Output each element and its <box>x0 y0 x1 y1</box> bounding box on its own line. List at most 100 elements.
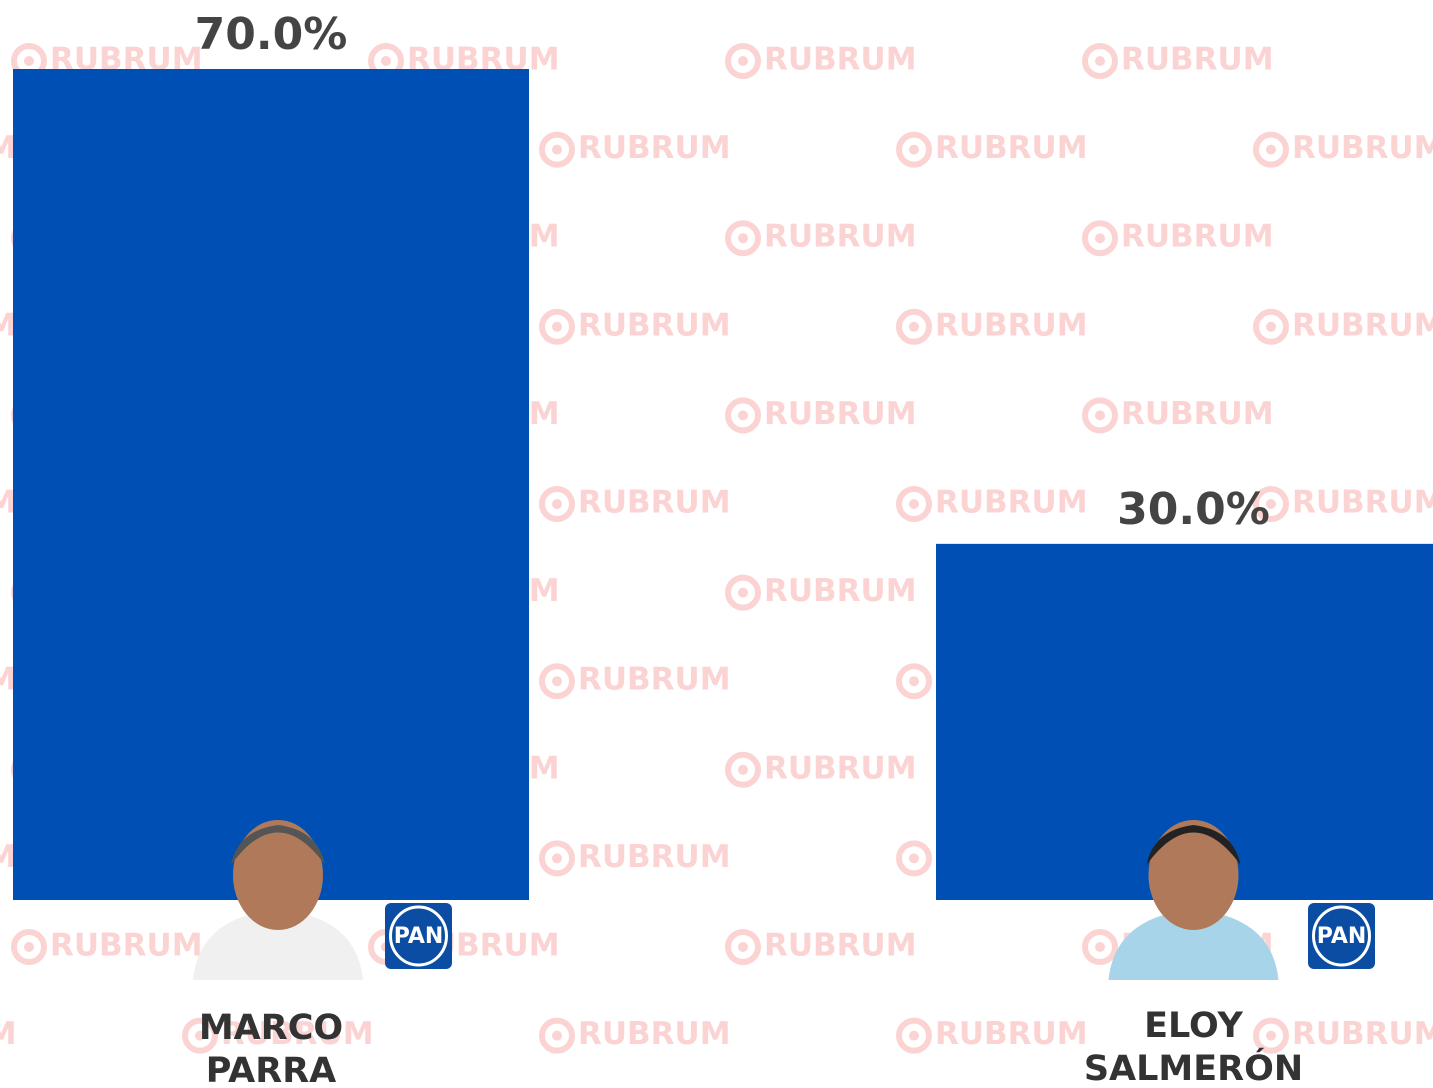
watermark-icon <box>896 663 932 700</box>
candidate-photo <box>1108 915 1279 980</box>
watermark-icon <box>539 486 575 522</box>
watermark-icon <box>1253 131 1289 168</box>
watermark: RUBRUM <box>1121 396 1274 432</box>
candidate-photo <box>193 915 363 980</box>
watermark: RUBRUM <box>935 130 1088 166</box>
watermark-icon <box>738 587 748 598</box>
watermark: RUBRUM <box>1292 307 1433 343</box>
watermark: RUBRUM <box>578 130 731 166</box>
bar <box>13 69 529 900</box>
watermark: RUBRUM <box>764 573 917 609</box>
watermark-icon <box>182 1017 218 1054</box>
watermark-icon <box>738 410 748 421</box>
watermark-icon <box>725 43 761 79</box>
watermark-icon <box>195 1030 205 1041</box>
watermark: RUBRUM <box>1292 1016 1433 1052</box>
candidate-photo <box>233 820 323 930</box>
candidate-photo <box>1146 825 1241 865</box>
watermark: RUBRUM <box>764 42 917 78</box>
party-logo <box>389 905 448 967</box>
watermark-icon <box>725 751 761 788</box>
watermark: RUBRUM <box>1121 42 1274 78</box>
watermark: RUBRUM <box>764 750 917 786</box>
watermark-icon <box>1266 499 1276 509</box>
watermark-icon <box>552 1030 562 1041</box>
watermark-icon <box>896 840 932 877</box>
watermark: RUBRUM <box>1292 485 1433 521</box>
watermark-icon <box>1253 1017 1289 1054</box>
watermark-icon <box>539 1017 575 1054</box>
watermark-icon <box>1266 1030 1276 1041</box>
watermark: RUBRUM <box>935 485 1088 521</box>
watermark: RUBRUM <box>578 662 731 698</box>
watermark-icon <box>1266 144 1276 155</box>
watermark-icon <box>896 308 932 345</box>
party-logo <box>1308 903 1375 969</box>
watermark-icon <box>738 942 748 952</box>
watermark: RUBRUM <box>1292 130 1433 166</box>
watermark-icon <box>1253 308 1289 345</box>
watermark-icon <box>1082 43 1118 79</box>
watermark: RUBRUM <box>764 219 917 255</box>
watermark-icon <box>896 486 932 522</box>
watermark-icon <box>552 499 562 509</box>
watermark: RUBRUM <box>578 485 731 521</box>
watermark-icon <box>11 929 47 965</box>
watermark-icon <box>725 397 761 434</box>
watermark-icon <box>896 1017 932 1054</box>
watermark: RUBRUM <box>1121 219 1274 255</box>
watermark: RUBRUM <box>935 1016 1088 1052</box>
watermark: RUBRUM <box>221 1016 374 1052</box>
watermark-icon <box>1095 942 1105 952</box>
watermark-icon <box>381 56 391 66</box>
x-tick-label: ELOY SALMERÓN <box>1083 1006 1304 1088</box>
watermark-icon <box>1266 321 1276 332</box>
watermark-icon <box>725 929 761 965</box>
party-label: PAN <box>394 924 444 949</box>
watermark: RUBRUM <box>578 307 731 343</box>
watermark: RUBRUM <box>764 396 917 432</box>
watermark: RUBRUM <box>935 307 1088 343</box>
watermark: RUBRUM <box>0 307 17 343</box>
watermark-icon <box>1095 56 1105 66</box>
watermark-icon <box>738 56 748 66</box>
watermark-icon <box>552 853 562 864</box>
watermark-icon <box>552 321 562 332</box>
watermark: RUBRUM <box>0 662 17 698</box>
watermark-icon <box>1095 410 1105 421</box>
watermark-icon <box>539 308 575 345</box>
watermark: RUBRUM <box>578 839 731 875</box>
party-label: PAN <box>1317 924 1367 949</box>
value-label: 30.0% <box>1117 484 1270 535</box>
watermark: RUBRUM <box>0 485 17 521</box>
watermark-icon <box>552 144 562 155</box>
candidate-photo <box>231 825 325 865</box>
watermark-icon <box>539 131 575 168</box>
watermark: RUBRUM <box>0 130 17 166</box>
watermark-icon <box>725 574 761 611</box>
watermark-icon <box>1082 397 1118 434</box>
watermark-icon <box>738 233 748 244</box>
watermark: RUBRUM <box>764 928 917 964</box>
party-logo <box>1312 905 1371 967</box>
watermark-icon <box>909 144 919 155</box>
watermark-icon <box>539 840 575 877</box>
watermark: RUBRUM <box>0 839 17 875</box>
watermark-icon <box>909 853 919 864</box>
watermark-icon <box>909 499 919 509</box>
watermark-icon <box>909 1030 919 1041</box>
value-label: 70.0% <box>195 9 348 60</box>
party-logo <box>385 903 452 969</box>
watermark-icon <box>24 56 34 66</box>
watermark-icon <box>909 676 919 687</box>
watermark-icon <box>725 220 761 257</box>
candidate-photo <box>1148 820 1239 930</box>
watermark-icon <box>1253 486 1289 522</box>
watermark-icon <box>552 676 562 687</box>
x-tick-label: MARCO PARRA <box>198 1008 344 1088</box>
watermark-icon <box>1082 220 1118 257</box>
watermark-icon <box>896 131 932 168</box>
watermark-icon <box>1095 233 1105 244</box>
